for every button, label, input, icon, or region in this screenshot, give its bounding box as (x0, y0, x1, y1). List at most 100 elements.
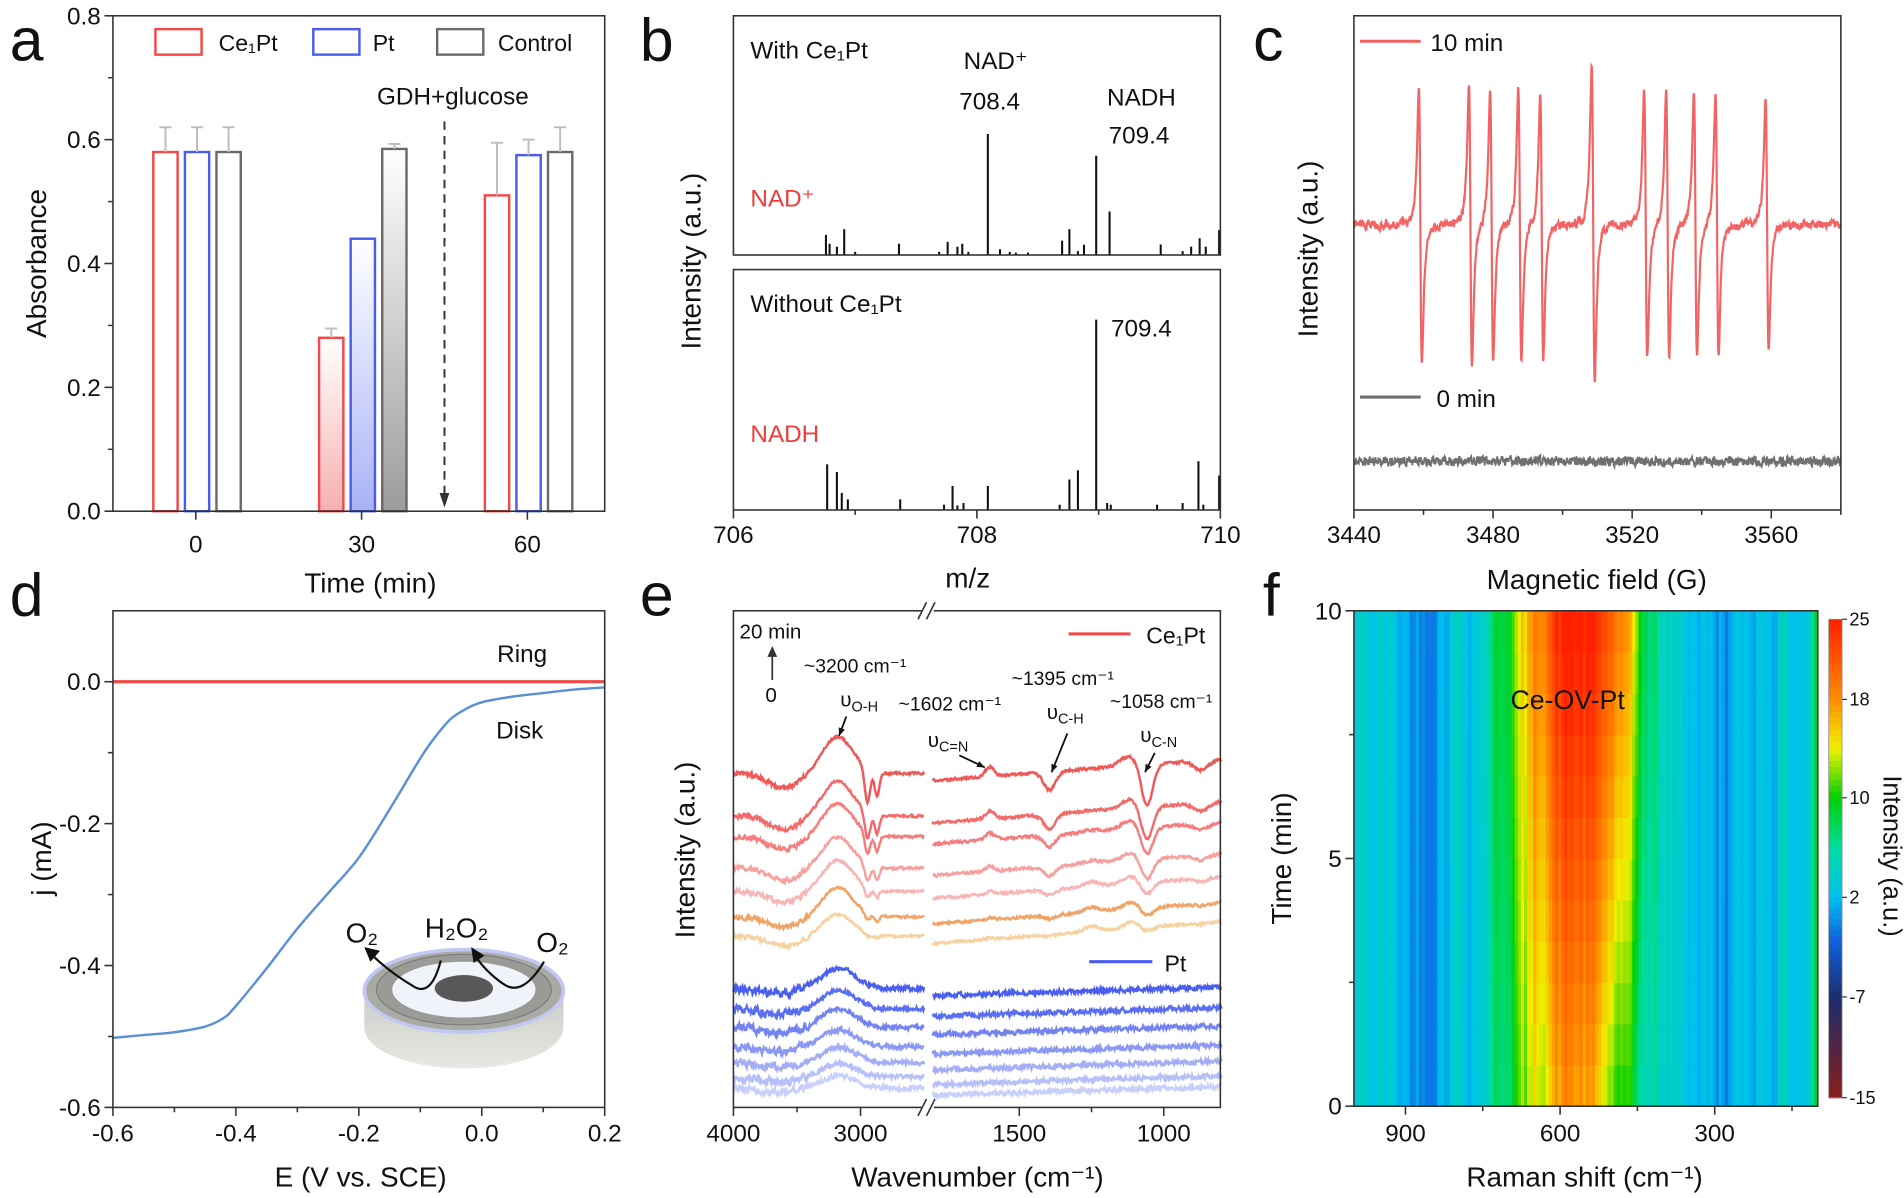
heatmap-cell (1363, 693, 1368, 736)
heatmap-cell (1449, 1064, 1454, 1107)
heatmap-cell (1786, 817, 1791, 860)
heatmap-cell (1570, 817, 1575, 860)
heatmap-cell (1734, 858, 1739, 901)
heatmap-cell (1561, 982, 1565, 1025)
colorbar-segment (1828, 925, 1843, 932)
heatmap-cell (1783, 610, 1788, 653)
heatmap-cell (1403, 982, 1408, 1025)
colorbar-segment (1828, 1072, 1843, 1080)
heatmap-cell (1656, 1064, 1661, 1107)
heatmap-cell (1412, 1023, 1417, 1066)
heatmap-cell (1616, 941, 1621, 984)
heatmap-cell (1808, 775, 1813, 818)
heatmap-cell (1808, 899, 1813, 942)
heatmap-cell (1412, 775, 1417, 818)
heatmap-cell (1465, 1023, 1470, 1066)
heatmap-cell (1536, 610, 1541, 653)
heatmap-cell (1425, 610, 1429, 653)
heatmap-cell (1789, 858, 1794, 901)
heatmap-cell (1567, 652, 1572, 695)
heatmap-cell (1524, 982, 1528, 1025)
heatmap-cell (1598, 775, 1603, 818)
heatmap-cell (1576, 899, 1581, 942)
heatmap-cell (1397, 982, 1402, 1025)
heatmap-cell (1638, 899, 1643, 942)
heatmap-cell (1595, 899, 1599, 942)
heatmap-cell (1480, 610, 1485, 653)
heatmap-cell (1446, 899, 1451, 942)
legend-label: 10 min (1430, 30, 1503, 57)
colorbar-segment (1828, 878, 1843, 886)
heatmap-cell (1678, 652, 1683, 695)
heatmap-cell (1397, 1023, 1402, 1066)
x-tick-label: 300 (1694, 1120, 1735, 1147)
heatmap-cell (1746, 775, 1751, 818)
colorbar-segment (1828, 1091, 1843, 1099)
heatmap-cell (1440, 610, 1445, 653)
heatmap-cell (1805, 817, 1810, 860)
heatmap-cell (1579, 982, 1584, 1025)
heatmap-cell (1554, 775, 1559, 818)
heatmap-cell (1471, 899, 1476, 942)
heatmap-cell (1712, 941, 1717, 984)
heatmap-cell (1524, 941, 1528, 984)
heatmap-cell (1746, 693, 1751, 736)
heatmap-cell (1431, 1064, 1436, 1107)
heatmap-cell (1524, 610, 1528, 653)
heatmap-cell (1709, 734, 1714, 777)
heatmap-cell (1551, 1064, 1556, 1107)
heatmap-cell (1468, 982, 1473, 1025)
heatmap-cell (1357, 775, 1361, 818)
heatmap-cell (1700, 817, 1705, 860)
heatmap-cell (1391, 1023, 1395, 1066)
heatmap-cell (1496, 610, 1500, 653)
heatmap-cell (1576, 734, 1581, 777)
heatmap-cell (1378, 982, 1383, 1025)
heatmap-cell (1731, 1023, 1736, 1066)
heatmap-cell (1582, 899, 1587, 942)
heatmap-cell (1397, 899, 1402, 942)
heatmap-cell (1554, 982, 1559, 1025)
heatmap-cell (1771, 941, 1776, 984)
heatmap-cell (1551, 899, 1556, 942)
heatmap-cell (1653, 1023, 1658, 1066)
heatmap-cell (1777, 817, 1782, 860)
heatmap-cell (1375, 1064, 1380, 1107)
heatmap-cell (1548, 941, 1553, 984)
y-tick-label: 0.8 (67, 3, 101, 30)
heatmap-cell (1381, 899, 1386, 942)
heatmap-cell (1715, 610, 1720, 653)
heatmap-cell (1796, 610, 1800, 653)
heatmap-cell (1629, 775, 1633, 818)
x-axis-label: m/z (945, 563, 990, 594)
heatmap-cell (1421, 817, 1426, 860)
heatmap-cell (1604, 1064, 1609, 1107)
heatmap-cell (1607, 1023, 1612, 1066)
heatmap-cell (1428, 652, 1432, 695)
heatmap-cell (1418, 858, 1423, 901)
heatmap-cell (1743, 610, 1748, 653)
arrowhead-icon (838, 727, 845, 736)
heatmap-cell (1592, 941, 1596, 984)
heatmap-cell (1632, 899, 1637, 942)
heatmap-cell (1746, 941, 1751, 984)
heatmap-cell (1406, 1023, 1411, 1066)
heatmap-cell (1777, 858, 1782, 901)
heatmap-cell (1570, 652, 1575, 695)
heatmap-cell (1446, 775, 1451, 818)
heatmap-cell (1527, 899, 1531, 942)
heatmap-cell (1653, 982, 1658, 1025)
heatmap-cell (1697, 858, 1701, 901)
heatmap-cell (1443, 941, 1448, 984)
heatmap-cell (1533, 734, 1538, 777)
heatmap-cell (1656, 858, 1661, 901)
heatmap-cell (1598, 858, 1603, 901)
heatmap-cell (1551, 982, 1556, 1025)
heatmap-cell (1496, 734, 1500, 777)
y-tick-label: -0.4 (59, 953, 101, 980)
heatmap-cell (1462, 941, 1466, 984)
heatmap-cell (1765, 652, 1770, 695)
heatmap-cell (1496, 982, 1500, 1025)
heatmap-cell (1638, 982, 1643, 1025)
heatmap-cell (1505, 693, 1510, 736)
